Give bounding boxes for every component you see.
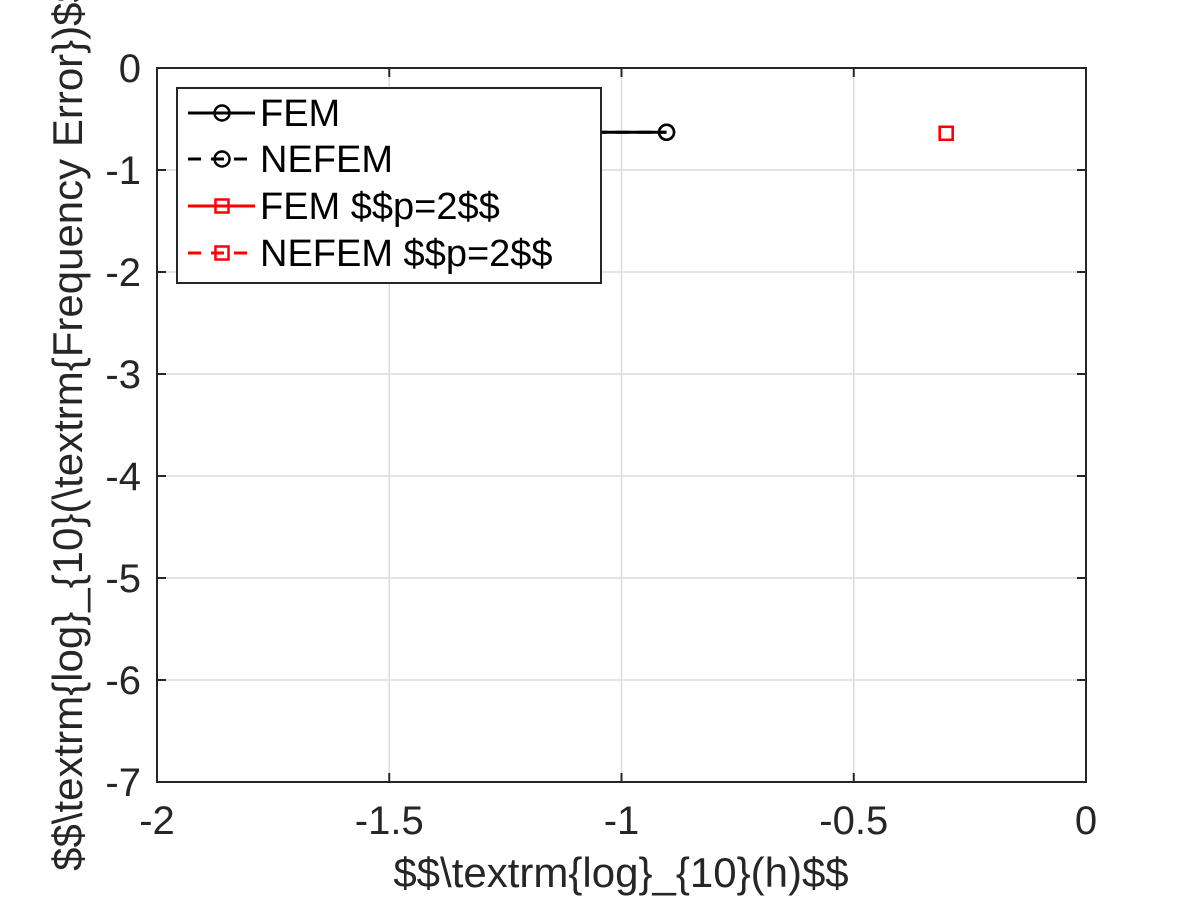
legend-marker xyxy=(213,150,231,168)
series-3 xyxy=(938,125,954,142)
y-tick-label: -5 xyxy=(105,557,141,601)
tick-labels: -2 -1.5 -1 -0.5 0 0 -1 -2 -3 -4 -5 -6 -7 xyxy=(105,47,1097,843)
data-point xyxy=(938,125,954,142)
legend-label: FEM xyxy=(260,93,340,135)
y-tick-label: -6 xyxy=(105,659,141,703)
y-tick-label: -2 xyxy=(105,251,141,295)
legend-entry: FEM xyxy=(188,93,340,135)
legend-entry: NEFEM xyxy=(188,139,393,181)
legend-entry: NEFEM $$p=2$$ xyxy=(188,233,553,275)
legend-entry: FEM $$p=2$$ xyxy=(188,186,500,228)
legend-label: NEFEM $$p=2$$ xyxy=(260,233,553,275)
x-tick-label: -2 xyxy=(139,799,175,843)
y-tick-label: -7 xyxy=(105,761,141,805)
legend-marker xyxy=(213,104,231,122)
y-tick-label: 0 xyxy=(119,47,141,91)
legend-box xyxy=(176,87,602,284)
x-tick-label: -0.5 xyxy=(819,799,888,843)
legend-label: NEFEM xyxy=(260,139,393,181)
y-tick-label: -1 xyxy=(105,149,141,193)
y-tick-label: -3 xyxy=(105,353,141,397)
legend-label: FEM $$p=2$$ xyxy=(260,186,500,228)
x-tick-label: -1.5 xyxy=(355,799,424,843)
tick-marks xyxy=(156,67,1087,783)
x-axis-title: $$\textrm{log}_{10}(h)$$ xyxy=(393,849,848,896)
x-tick-label: -1 xyxy=(604,799,640,843)
data-point xyxy=(657,123,676,142)
legend-marker xyxy=(214,198,230,214)
x-tick-label: 0 xyxy=(1075,799,1097,843)
legend-marker xyxy=(214,245,230,261)
y-axis-title: $$\textrm{log}_{10}(\textrm{Frequency Er… xyxy=(44,0,91,871)
y-tick-label: -4 xyxy=(105,455,141,499)
